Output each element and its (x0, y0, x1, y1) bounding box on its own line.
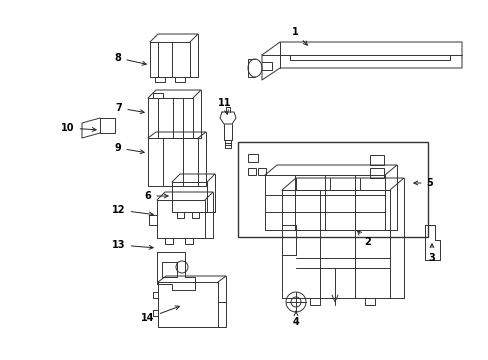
Bar (369, 168, 383, 178)
Text: 9: 9 (114, 143, 144, 154)
Text: 13: 13 (112, 240, 153, 250)
Text: 6: 6 (144, 191, 168, 201)
Text: 14: 14 (141, 306, 179, 323)
Text: 4: 4 (292, 311, 299, 327)
Text: 11: 11 (218, 98, 231, 114)
Bar (247, 154, 258, 162)
Bar (258, 168, 265, 175)
Bar (238, 142, 427, 237)
Text: 10: 10 (61, 123, 96, 133)
Text: 2: 2 (357, 231, 370, 247)
Text: 12: 12 (112, 205, 153, 216)
Text: 5: 5 (413, 178, 432, 188)
Text: 8: 8 (114, 53, 146, 65)
Text: 7: 7 (115, 103, 144, 114)
Text: 1: 1 (291, 27, 307, 45)
Bar (247, 168, 256, 175)
Bar (369, 155, 383, 165)
Text: 3: 3 (428, 244, 434, 263)
